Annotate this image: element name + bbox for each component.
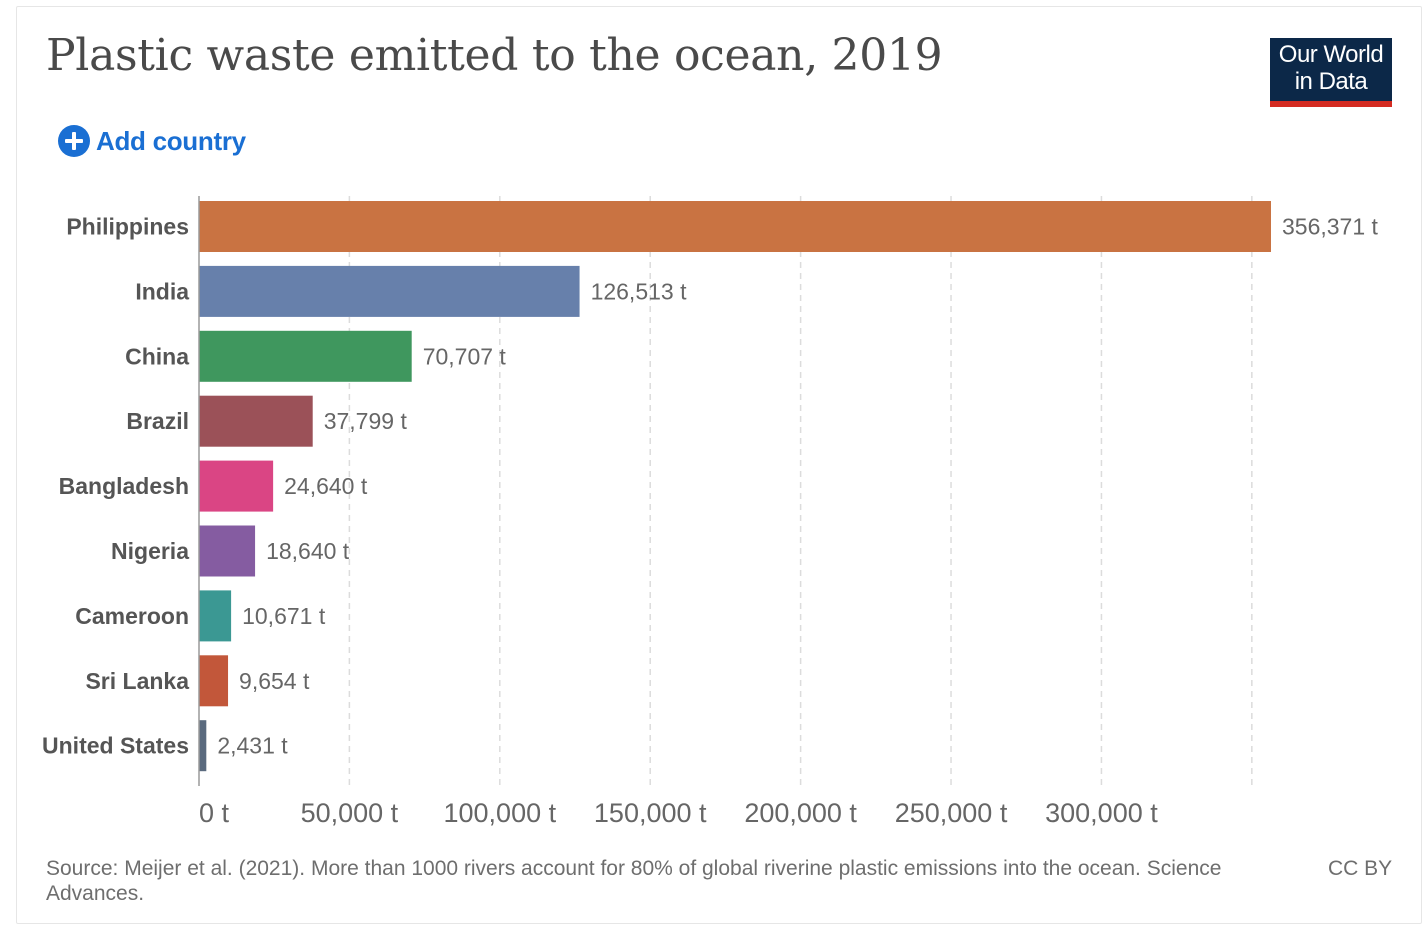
- x-tick-label: 150,000 t: [594, 798, 707, 828]
- category-label: China: [125, 343, 189, 369]
- logo-line-2: in Data: [1294, 68, 1368, 95]
- value-label: 18,640 t: [266, 538, 350, 564]
- chart-frame: [16, 6, 1422, 924]
- category-label: United States: [42, 733, 189, 759]
- category-label: Nigeria: [111, 538, 189, 564]
- bar: [199, 460, 274, 512]
- license-link[interactable]: CC BY: [1328, 857, 1393, 880]
- bar: [199, 265, 580, 317]
- value-label: 2,431 t: [217, 733, 288, 759]
- owid-logo[interactable]: Our World in Data: [1270, 38, 1392, 107]
- bar: [199, 395, 313, 447]
- category-label: Sri Lanka: [85, 668, 189, 694]
- x-tick-label: 100,000 t: [444, 798, 557, 828]
- category-label: Philippines: [66, 214, 189, 240]
- category-label: Brazil: [126, 408, 189, 434]
- bar: [199, 201, 1271, 252]
- x-tick-label: 300,000 t: [1045, 798, 1158, 828]
- add-country-label: Add country: [96, 125, 246, 156]
- plus-circle-icon: [58, 125, 90, 157]
- bar: [199, 720, 207, 772]
- logo-red-bar: [1270, 101, 1392, 107]
- x-tick-label: 200,000 t: [744, 798, 857, 828]
- value-label: 126,513 t: [591, 278, 688, 304]
- source-note: Source: Meijer et al. (2021). More than …: [46, 857, 1222, 905]
- value-label: 37,799 t: [324, 408, 408, 434]
- bar: [199, 330, 412, 382]
- x-tick-label: 0 t: [199, 798, 230, 828]
- bar: [199, 590, 232, 642]
- bar: [199, 525, 256, 577]
- x-tick-label: 50,000 t: [301, 798, 399, 828]
- value-label: 70,707 t: [423, 343, 507, 369]
- logo-line-1: Our World: [1278, 41, 1384, 68]
- x-tick-label: 250,000 t: [895, 798, 1008, 828]
- page-title: Plastic waste emitted to the ocean, 2019: [46, 30, 943, 81]
- category-label: Bangladesh: [59, 473, 189, 499]
- add-country-button[interactable]: Add country: [58, 124, 246, 158]
- category-label: India: [135, 278, 189, 304]
- category-label: Cameroon: [75, 603, 189, 629]
- value-label: 24,640 t: [284, 473, 368, 499]
- value-label: 10,671 t: [242, 603, 326, 629]
- bar: [199, 655, 229, 707]
- value-label: 356,371 t: [1282, 214, 1379, 240]
- value-label: 9,654 t: [239, 668, 310, 694]
